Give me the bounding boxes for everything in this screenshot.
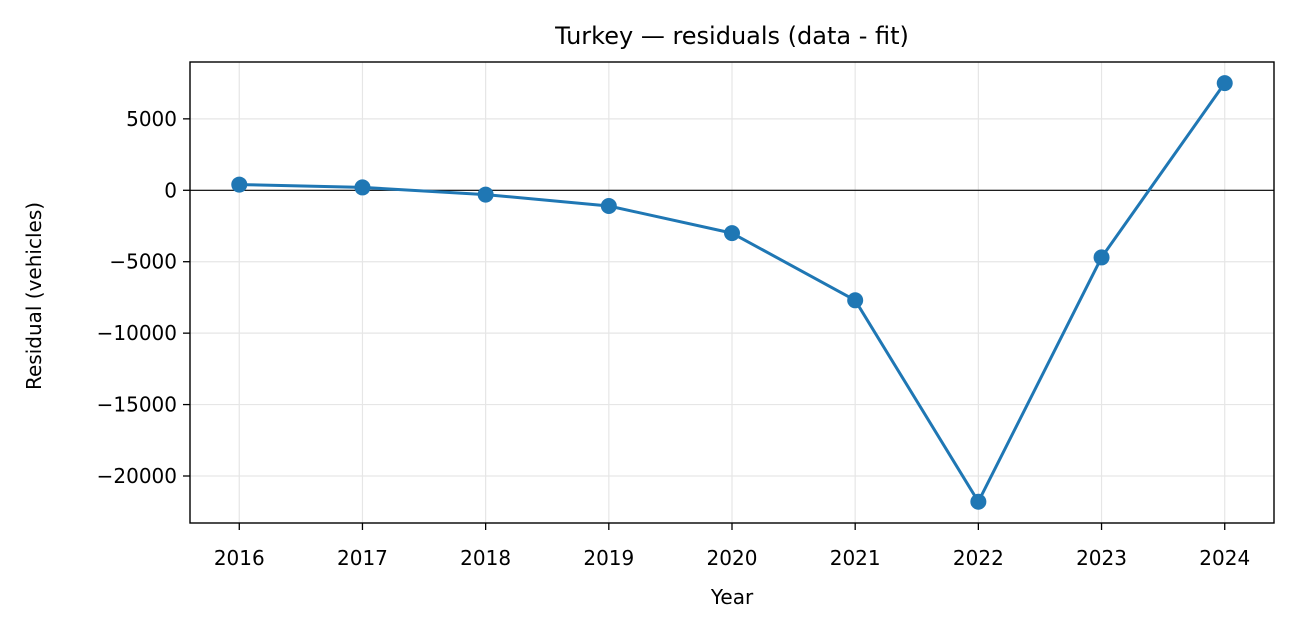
x-tick-label: 2022 [953, 546, 1004, 570]
y-tick-label: −15000 [97, 393, 177, 417]
x-axis-ticks: 2016 2017 2018 2019 2020 2021 2022 2023 2024 [214, 523, 1250, 570]
y-tick-label: 0 [164, 178, 177, 202]
y-axis-label: Residual (vehicles) [22, 202, 46, 390]
data-point [231, 176, 248, 193]
x-tick-label: 2019 [583, 546, 634, 570]
data-point [970, 493, 987, 510]
y-tick-label: −20000 [97, 464, 177, 488]
data-point [1093, 249, 1110, 266]
y-axis-ticks: 5000 0 −5000 −10000 −15000 −20000 [97, 107, 190, 488]
series-layer [231, 75, 1233, 510]
x-tick-label: 2021 [830, 546, 881, 570]
data-point [354, 179, 371, 196]
y-tick-label: −5000 [109, 250, 177, 274]
y-tick-label: 5000 [126, 107, 177, 131]
x-tick-label: 2017 [337, 546, 388, 570]
data-point [477, 186, 494, 203]
data-point [1216, 75, 1233, 92]
x-tick-label: 2024 [1199, 546, 1250, 570]
data-point [724, 225, 740, 242]
x-tick-label: 2020 [707, 546, 758, 570]
x-tick-label: 2018 [460, 546, 511, 570]
x-tick-label: 2023 [1076, 546, 1127, 570]
x-axis-label: Year [710, 585, 754, 609]
x-tick-label: 2016 [214, 546, 265, 570]
grid [190, 62, 1274, 523]
data-point [600, 198, 617, 214]
y-tick-label: −10000 [97, 321, 177, 345]
chart-title: Turkey — residuals (data - fit) [554, 22, 909, 50]
data-point [847, 292, 864, 309]
